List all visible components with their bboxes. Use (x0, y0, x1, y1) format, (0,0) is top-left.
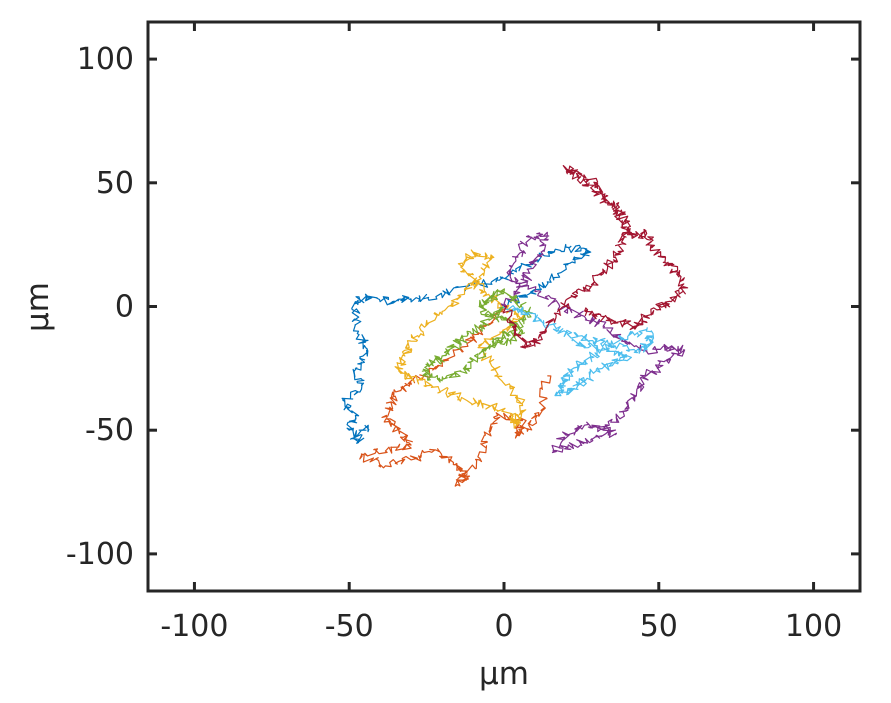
x-tick-label: 100 (785, 609, 842, 644)
y-tick-label: 100 (77, 42, 134, 77)
y-tick-label: 0 (115, 290, 134, 325)
x-tick-label: -100 (160, 609, 228, 644)
x-tick-label: 0 (494, 609, 513, 644)
y-tick-label: -100 (66, 537, 134, 572)
series-line-5 (421, 288, 533, 383)
y-tick-label: 50 (96, 166, 134, 201)
series-line-6 (502, 305, 655, 397)
series-line-7 (502, 165, 689, 349)
x-tick-labels: -100 -50 0 50 100 (160, 609, 842, 644)
series-line-2 (359, 305, 552, 487)
series-line-4 (500, 231, 686, 454)
x-tick-label: 50 (640, 609, 678, 644)
x-tick-label: -50 (325, 609, 374, 644)
y-axis-label: μm (20, 282, 56, 332)
x-axis-label: μm (479, 656, 529, 692)
series-line-1 (341, 243, 592, 444)
y-tick-label: -50 (85, 413, 134, 448)
y-tick-labels: 100 50 0 -50 -100 (66, 42, 134, 572)
series-line-3 (394, 249, 527, 429)
trajectory-series (341, 165, 689, 487)
plot-frame (146, 20, 862, 593)
